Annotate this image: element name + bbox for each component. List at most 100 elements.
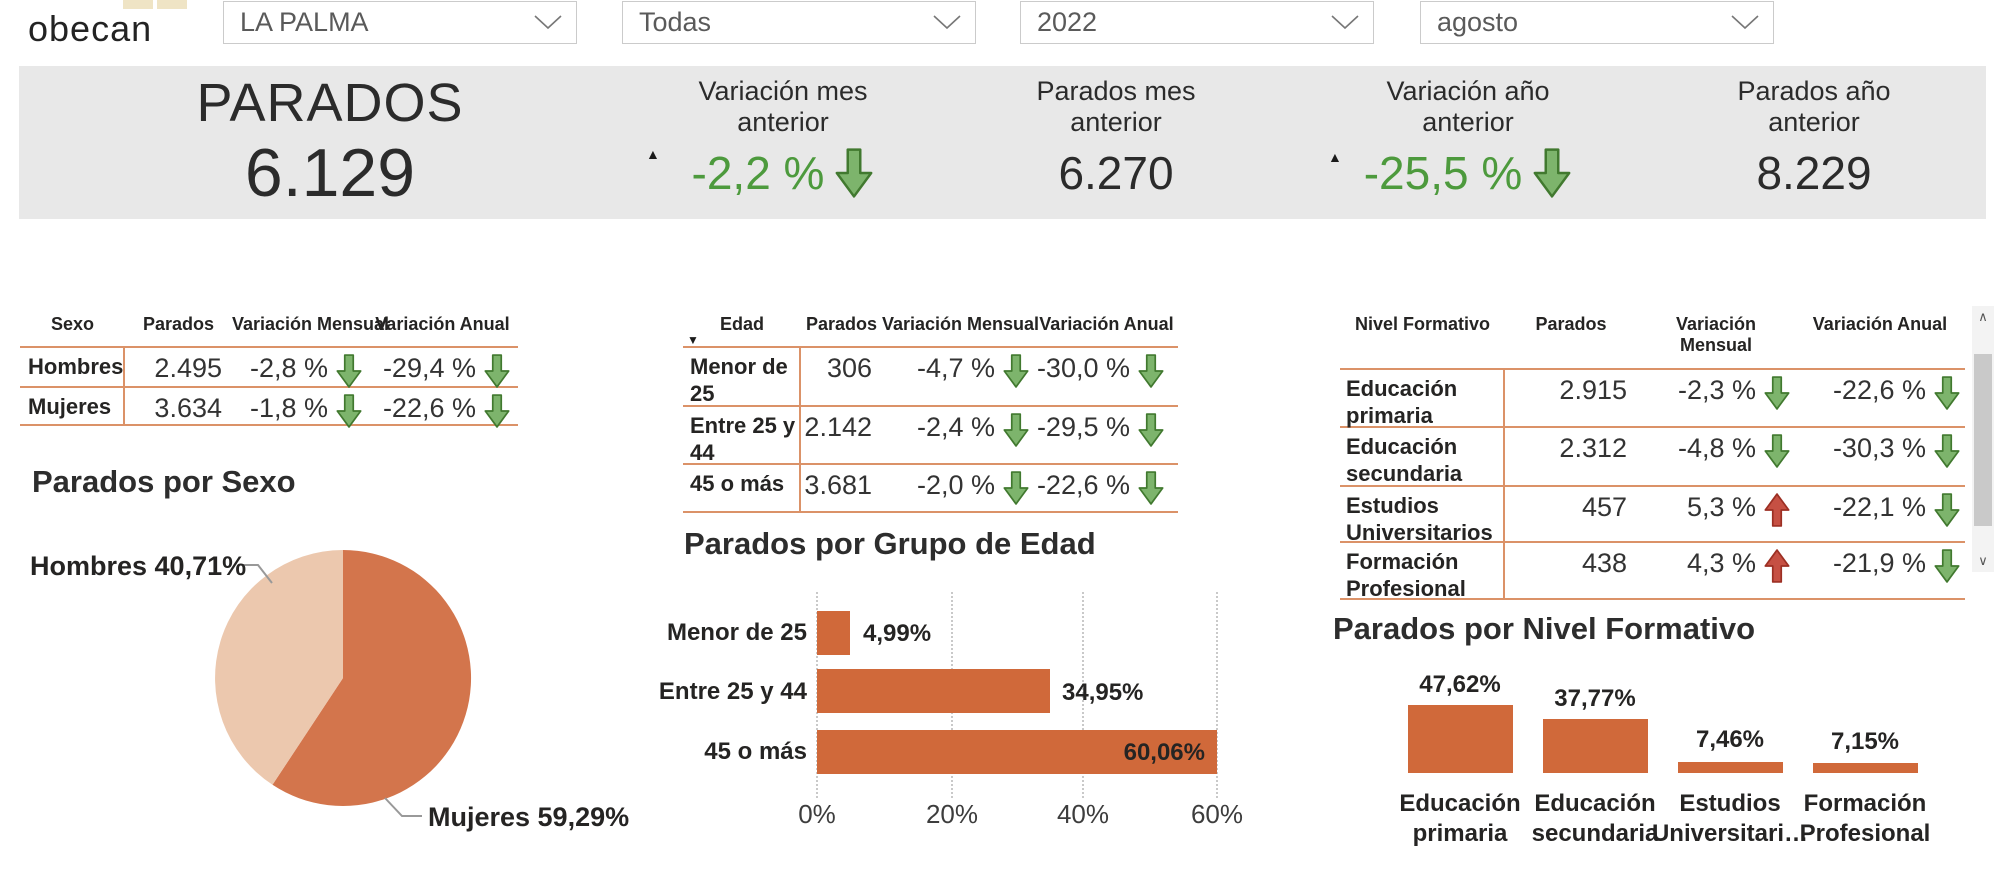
cell-variacion-mensual: -1,8 % bbox=[249, 393, 328, 423]
pie-slice-hombres[interactable] bbox=[215, 550, 343, 785]
bar-estudios-universitarios[interactable] bbox=[1678, 762, 1783, 773]
table-row: Menor de 25 306 -4,7 % -30,0 % bbox=[683, 348, 1178, 407]
bar-category-label: Educación primaria bbox=[1399, 790, 1521, 847]
trend-down-arrow-icon bbox=[484, 354, 510, 388]
pie-label-hombres: Hombres 40,71% bbox=[30, 551, 247, 581]
bar-category-label: 45 o más bbox=[704, 738, 807, 765]
cell-variacion-mensual: -2,0 % bbox=[916, 470, 995, 500]
column-header-edad[interactable]: Edad bbox=[719, 314, 764, 334]
filter-municipality-select[interactable]: Todas bbox=[622, 1, 976, 44]
trend-down-arrow-icon bbox=[336, 394, 362, 428]
table-row: Entre 25 y 44 2.142 -2,4 % -29,5 % bbox=[683, 407, 1178, 465]
education-chart-title: Parados por Nivel Formativo bbox=[1333, 611, 1756, 646]
column-header-parados[interactable]: Parados bbox=[1535, 314, 1607, 334]
column-header-parados[interactable]: Parados bbox=[805, 314, 878, 334]
kpi-main: PARADOS 6.129 bbox=[185, 66, 475, 210]
column-header-variacion-mensual[interactable]: Variación Mensual bbox=[882, 314, 1040, 334]
trend-down-arrow-icon bbox=[1934, 549, 1960, 583]
row-label: Menor de 25 bbox=[683, 348, 801, 406]
table-sexo: Sexo Parados Variación Mensual Variación… bbox=[20, 300, 518, 428]
bar-category-label: Formación Profesional bbox=[1799, 790, 1931, 847]
filter-municipality-value: Todas bbox=[639, 7, 712, 37]
column-header-variacion-mensual[interactable]: Variación Mensual bbox=[232, 314, 390, 334]
kpi-card-value: 8.229 bbox=[1756, 147, 1872, 199]
scroll-down-button[interactable]: ∨ bbox=[1978, 553, 1988, 568]
scroll-up-button[interactable]: ∧ bbox=[1978, 309, 1988, 324]
filter-year-value: 2022 bbox=[1037, 7, 1098, 37]
trend-down-arrow-icon bbox=[484, 394, 510, 428]
table-nivel-formativo: Nivel Formativo Parados Variación Mensua… bbox=[1340, 300, 1965, 601]
callout-leader-line bbox=[384, 797, 422, 817]
filter-month-value: agosto bbox=[1437, 7, 1519, 37]
table-row: Mujeres 3.634 -1,8 % -22,6 % bbox=[20, 388, 518, 428]
bar-formacion-profesional[interactable] bbox=[1813, 762, 1918, 773]
trend-down-arrow-icon bbox=[336, 354, 362, 388]
cell-variacion-anual: -22,6 % bbox=[1832, 375, 1926, 405]
bar-menor-de-25[interactable] bbox=[817, 611, 851, 655]
bar-educacion-primaria[interactable] bbox=[1408, 705, 1513, 773]
bar-entre-25-y-44[interactable] bbox=[817, 669, 1050, 713]
kpi-card-parados-anio: Parados año anterior 8.229 bbox=[1694, 66, 1934, 200]
gridline bbox=[1216, 592, 1218, 798]
trend-down-arrow-icon bbox=[1003, 354, 1029, 388]
cell-parados: 2.915 bbox=[1559, 375, 1627, 405]
cell-variacion-mensual: 4,3 % bbox=[1686, 548, 1756, 578]
filter-island-select[interactable]: LA PALMA bbox=[223, 1, 577, 44]
x-axis-tick: 60% bbox=[1190, 799, 1244, 829]
filter-month-select[interactable]: agosto bbox=[1420, 1, 1774, 44]
bar-category-label: Menor de 25 bbox=[666, 619, 807, 646]
row-label: Entre 25 y 44 bbox=[683, 407, 801, 465]
chevron-down-icon bbox=[534, 15, 562, 30]
trend-down-arrow-icon bbox=[1533, 148, 1571, 198]
cell-parados: 3.634 bbox=[154, 393, 222, 423]
kpi-band bbox=[19, 66, 1986, 219]
trend-down-arrow-icon bbox=[1138, 471, 1164, 505]
row-label: Estudios Universitarios bbox=[1340, 487, 1505, 545]
pie-slice-mujeres[interactable] bbox=[272, 550, 472, 806]
pie-label-mujeres: Mujeres 59,29% bbox=[428, 802, 630, 832]
trend-down-arrow-icon bbox=[1934, 493, 1960, 527]
cell-variacion-anual: -30,0 % bbox=[1036, 353, 1130, 383]
logo-mark bbox=[123, 0, 153, 9]
column-header-nivel-formativo[interactable]: Nivel Formativo bbox=[1354, 314, 1491, 334]
filter-year-select[interactable]: 2022 bbox=[1020, 1, 1374, 44]
column-header-variacion-anual[interactable]: Variación Anual bbox=[1812, 314, 1948, 334]
row-label: Educación secundaria bbox=[1340, 428, 1505, 486]
kpi-card-label: Variación año anterior bbox=[1386, 76, 1550, 137]
education-bar-plot bbox=[1400, 660, 1930, 773]
row-label: Formación Profesional bbox=[1340, 543, 1505, 601]
x-axis-tick: 40% bbox=[1056, 799, 1110, 829]
trend-down-arrow-icon bbox=[1934, 376, 1960, 410]
scrollbar-thumb[interactable] bbox=[1974, 354, 1992, 526]
cell-parados: 2.495 bbox=[154, 353, 222, 383]
logo-mark bbox=[157, 0, 187, 9]
column-header-variacion-anual[interactable]: Variación Anual bbox=[1039, 314, 1174, 334]
cell-parados: 3.681 bbox=[804, 470, 872, 500]
trend-down-arrow-icon bbox=[1934, 434, 1960, 468]
bar-value-label: 34,95% bbox=[1062, 679, 1144, 706]
gridline bbox=[1082, 592, 1084, 798]
cell-variacion-mensual: -2,3 % bbox=[1677, 375, 1756, 405]
table-row: 45 o más 3.681 -2,0 % -22,6 % bbox=[683, 465, 1178, 513]
column-header-parados[interactable]: Parados bbox=[142, 314, 215, 334]
bar-category-label: Educación secundaria bbox=[1531, 790, 1659, 847]
table-edad: Edad Parados Variación Mensual Variación… bbox=[683, 300, 1178, 513]
trend-down-arrow-icon bbox=[836, 148, 873, 198]
chevron-down-icon bbox=[1331, 15, 1359, 30]
bar-educacion-secundaria[interactable] bbox=[1543, 719, 1648, 773]
column-header-variacion-mensual[interactable]: Variación Mensual bbox=[1675, 314, 1757, 355]
column-header-sexo[interactable]: Sexo bbox=[50, 314, 95, 334]
sort-triangle-icon[interactable]: ▼ bbox=[687, 333, 699, 347]
cell-variacion-anual: -30,3 % bbox=[1832, 433, 1926, 463]
trend-up-arrow-icon bbox=[1764, 549, 1790, 583]
table-scrollbar[interactable]: ∧ ∨ bbox=[1972, 306, 1994, 572]
table-row: Educación secundaria 2.312 -4,8 % -30,3 … bbox=[1340, 428, 1965, 487]
bar-value-label: 4,99% bbox=[863, 620, 932, 647]
bar-value-label: 7,15% bbox=[1830, 728, 1900, 755]
sort-triangle-icon: ▲ bbox=[646, 146, 660, 162]
bar-value-label: 47,62% bbox=[1419, 671, 1501, 698]
kpi-card-label: Parados año anterior bbox=[1737, 76, 1891, 137]
bar-45-o-mas[interactable] bbox=[817, 730, 1218, 774]
column-header-variacion-anual[interactable]: Variación Anual bbox=[375, 314, 510, 334]
table-row: Formación Profesional 438 4,3 % -21,9 % bbox=[1340, 543, 1965, 601]
